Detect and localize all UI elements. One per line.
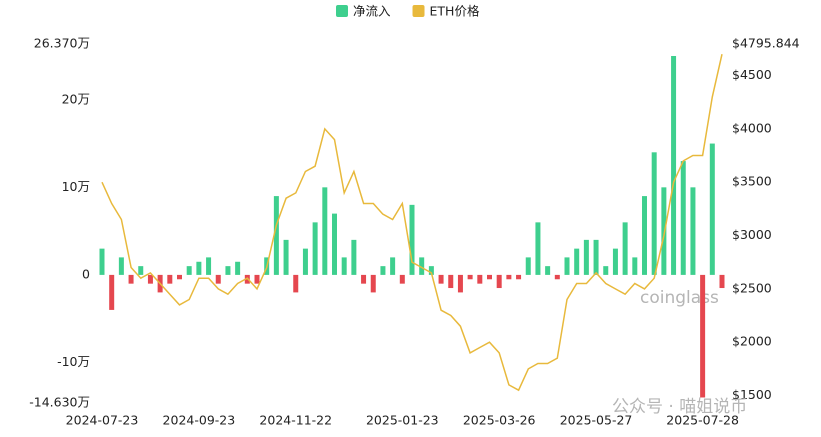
bar	[225, 266, 231, 275]
bar	[593, 239, 599, 275]
bar	[700, 274, 706, 398]
watermark: coinglass	[640, 288, 719, 308]
bar	[380, 266, 386, 275]
watermark: 公众号 · 喵姐说币	[612, 397, 747, 417]
bar	[283, 239, 289, 275]
bar	[457, 274, 463, 293]
legend-swatch	[336, 5, 348, 17]
bar	[361, 274, 367, 284]
bar	[370, 274, 376, 293]
bar	[147, 274, 153, 284]
bar	[612, 248, 618, 275]
bar	[564, 257, 570, 275]
x-tick-label: 2025-01-23	[366, 413, 439, 428]
bar	[273, 196, 279, 275]
bar	[467, 274, 473, 280]
bar	[487, 274, 492, 280]
bar	[719, 274, 725, 289]
y2-tick-label: $4000	[732, 120, 772, 135]
bar	[574, 248, 580, 275]
y2-tick-label: $2500	[732, 280, 772, 295]
y-tick-label: -14.630万	[29, 395, 90, 410]
y2-tick-label: $3000	[732, 227, 772, 242]
x-tick-label: 2025-03-26	[463, 413, 536, 428]
bar	[671, 55, 677, 275]
bar	[177, 274, 182, 280]
y2-tick-label: $4795.844	[732, 36, 800, 51]
bar	[254, 274, 260, 284]
y-tick-label: 0	[82, 266, 90, 281]
bar	[622, 222, 628, 275]
bar	[535, 222, 541, 275]
legend-label: 净流入	[353, 4, 391, 19]
bar	[651, 152, 657, 275]
bar	[312, 222, 318, 275]
bar	[206, 257, 212, 275]
bar	[409, 204, 415, 275]
bar	[661, 187, 667, 275]
bar	[477, 274, 483, 284]
x-tick-label: 2024-07-23	[66, 413, 139, 428]
bar	[680, 161, 686, 275]
bar	[545, 266, 551, 275]
bar	[583, 239, 589, 275]
x-tick-label: 2025-05-27	[560, 413, 633, 428]
legend-swatch	[412, 5, 425, 17]
bar	[351, 239, 357, 275]
x-tick-label: 2024-11-22	[259, 413, 332, 428]
bar	[399, 274, 405, 284]
y-tick-label: 10万	[62, 179, 90, 194]
y-tick-label: 26.370万	[34, 36, 90, 51]
y2-tick-label: $1500	[732, 387, 772, 402]
bar	[293, 274, 299, 293]
bar	[196, 261, 202, 275]
bar	[428, 266, 434, 275]
bar	[506, 274, 512, 280]
x-tick-label: 2025-07-28	[666, 413, 739, 428]
bar	[332, 213, 337, 275]
bar	[302, 248, 308, 275]
bar	[438, 274, 444, 284]
y2-tick-label: $2000	[732, 334, 772, 349]
bar	[448, 274, 454, 289]
bar	[525, 257, 531, 275]
bar	[322, 187, 328, 275]
y2-tick-label: $4500	[732, 67, 772, 82]
bar	[709, 143, 715, 275]
legend-label: ETH价格	[430, 4, 480, 19]
bar	[118, 257, 124, 275]
y-tick-label: -10万	[57, 354, 90, 369]
price-line	[101, 54, 723, 392]
bar	[419, 257, 425, 275]
bar	[496, 274, 502, 289]
bar	[99, 248, 105, 275]
bar	[215, 274, 221, 284]
bar	[341, 257, 347, 275]
bar	[390, 257, 396, 275]
bar	[235, 261, 241, 275]
bar	[109, 274, 115, 310]
bar	[186, 266, 192, 275]
y2-tick-label: $3500	[732, 174, 772, 189]
bar	[128, 274, 134, 284]
x-tick-label: 2024-09-23	[163, 413, 236, 428]
bar	[138, 266, 144, 275]
bar	[642, 196, 647, 275]
bar	[554, 274, 560, 280]
bar	[516, 274, 522, 280]
bar	[603, 266, 609, 275]
bar	[632, 257, 638, 275]
bar	[690, 187, 696, 275]
bar	[167, 274, 173, 284]
y-tick-label: 20万	[62, 91, 90, 106]
